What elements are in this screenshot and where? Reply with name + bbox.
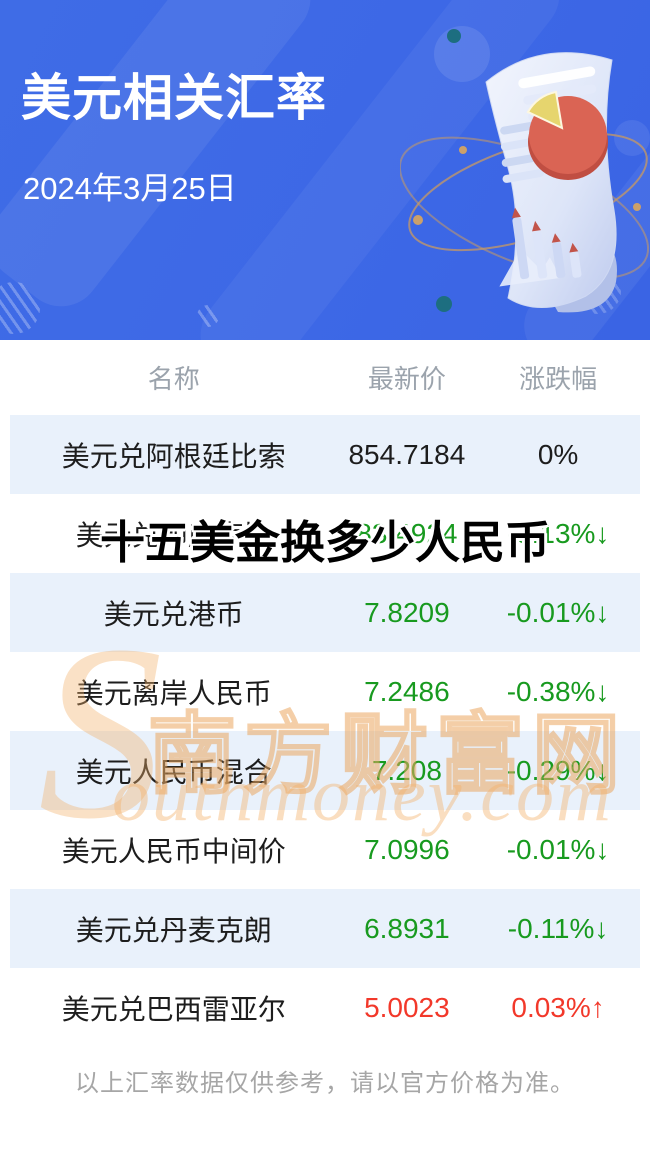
- table-row: 美元兑巴西雷亚尔 5.0023 0.03%↑: [10, 968, 640, 1047]
- pie-chart-icon: [526, 90, 608, 180]
- table-row: 美元人民币混合 7.208 -0.29%↓: [10, 731, 640, 810]
- blob-decor: [434, 26, 490, 82]
- rates-table: 名称 最新价 涨跌幅 美元兑阿根廷比索 854.7184 0% 美元兑印度卢比 83.4…: [0, 340, 650, 1047]
- table-row: 美元兑印度卢比 83.4924 -0.13%↓: [10, 494, 640, 573]
- change-percent: -0.11%↓: [507, 912, 609, 944]
- currency-pair-name: 美元兑印度卢比: [75, 519, 272, 551]
- change-percent: -0.01%↓: [506, 833, 610, 865]
- disclaimer-text: 以上汇率数据仅供参考，请以官方价格为准。: [75, 1070, 575, 1097]
- currency-pair-name: 美元离岸人民币: [75, 677, 272, 709]
- striped-circle-decor: [197, 305, 219, 327]
- banner: 美元相关汇率 2024年3月25日: [0, 0, 650, 340]
- latest-price: 5.0023: [364, 991, 450, 1023]
- latest-price: 854.7184: [348, 438, 466, 470]
- table-header-row: 名称 最新价 涨跌幅: [0, 340, 650, 415]
- currency-pair-name: 美元兑港币: [103, 598, 244, 630]
- overlay-headline: 十五美金换多少人民币: [99, 517, 550, 568]
- currency-pair-name: 美元人民币中间价: [61, 835, 286, 867]
- latest-price: 7.208: [371, 754, 442, 786]
- header-name: 名称: [147, 364, 200, 394]
- currency-pair-name: 美元兑阿根廷比索: [61, 440, 286, 472]
- document-chart-illustration: [400, 26, 650, 313]
- striped-circle-decor: [0, 282, 40, 334]
- header-price: 最新价: [367, 364, 446, 394]
- teal-dot-decor: [447, 29, 461, 43]
- change-percent: 0%: [537, 438, 579, 470]
- change-percent: -0.38%↓: [506, 675, 610, 707]
- change-percent: 0.03%↑: [511, 991, 605, 1023]
- currency-pair-name: 美元兑丹麦克朗: [75, 914, 272, 946]
- currency-pair-name: 美元人民币混合: [75, 756, 272, 788]
- table-row: 美元人民币中间价 7.0996 -0.01%↓: [10, 810, 640, 889]
- change-percent: -0.29%↓: [506, 754, 610, 786]
- rates-table-rows: 美元兑阿根廷比索 854.7184 0% 美元兑印度卢比 83.4924 -0.13%↓ 美…: [0, 415, 650, 1047]
- latest-price: 83.4924: [356, 517, 458, 549]
- header-change: 涨跌幅: [519, 364, 598, 394]
- latest-price: 7.2486: [364, 675, 450, 707]
- change-percent: -0.01%↓: [506, 596, 610, 628]
- bar-chart-icon: [499, 207, 582, 287]
- teal-dot-decor: [436, 296, 452, 312]
- table-row: 美元兑丹麦克朗 6.8931 -0.11%↓: [10, 889, 640, 968]
- page-title: 美元相关汇率: [21, 70, 327, 126]
- table-row: 美元离岸人民币 7.2486 -0.38%↓: [10, 652, 640, 731]
- table-row: 美元兑阿根廷比索 854.7184 0%: [10, 415, 640, 494]
- change-percent: -0.13%↓: [506, 517, 610, 549]
- date-label: 2024年3月25日: [23, 171, 237, 206]
- currency-pair-name: 美元兑巴西雷亚尔: [61, 993, 286, 1025]
- table-row: 美元兑港币 7.8209 -0.01%↓: [10, 573, 640, 652]
- latest-price: 7.8209: [364, 596, 450, 628]
- latest-price: 6.8931: [364, 912, 450, 944]
- latest-price: 7.0996: [364, 833, 450, 865]
